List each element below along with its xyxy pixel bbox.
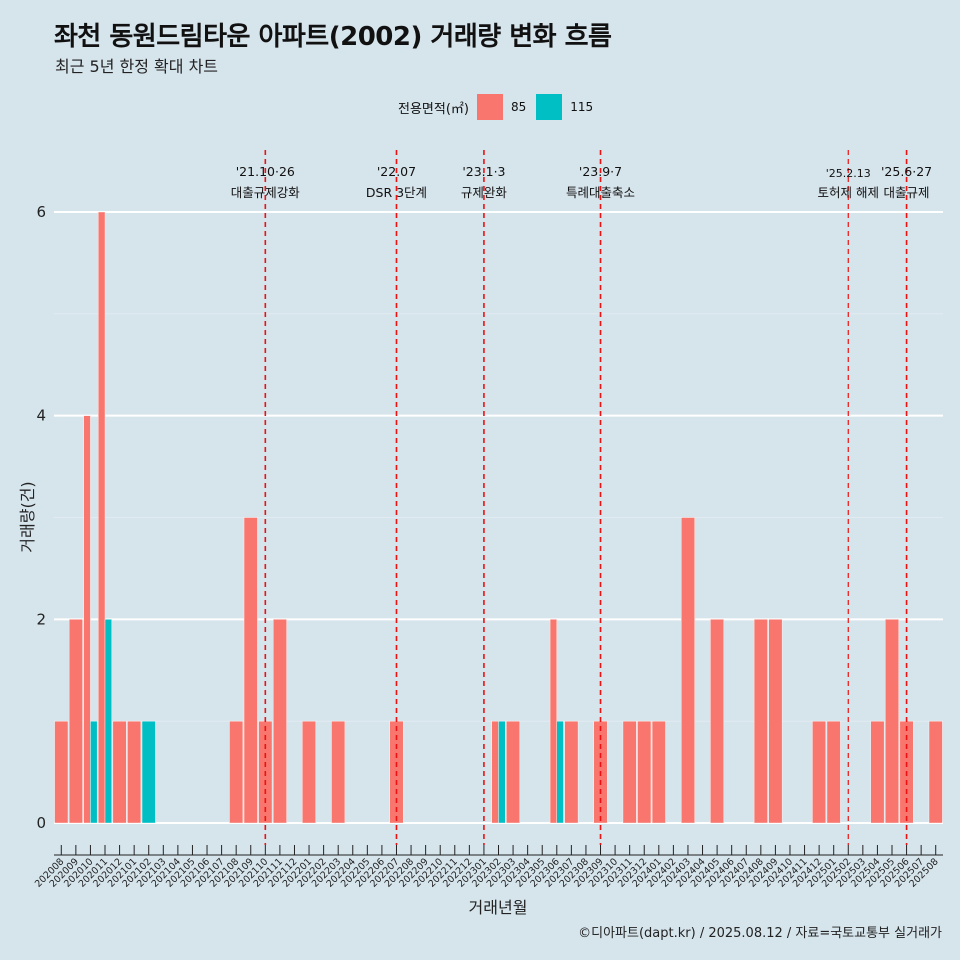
- bar-85-202405: [710, 619, 725, 824]
- y-tick-label-2: 2: [36, 610, 46, 628]
- bar-85-202101: [127, 720, 142, 824]
- chart-subtitle: 최근 5년 한정 확대 차트: [55, 57, 219, 76]
- bar-85-202306: [549, 619, 557, 824]
- bar-85-202508: [928, 720, 943, 824]
- bar-85-202009: [68, 619, 83, 824]
- bar-85-202311: [622, 720, 637, 824]
- event-date-202502: '25.2.13: [826, 167, 871, 180]
- y-tick-label-4: 4: [36, 407, 46, 425]
- legend-label-85: 85: [510, 100, 527, 114]
- bar-85-202312: [637, 720, 652, 824]
- bar-85-202303: [506, 720, 520, 824]
- event-label-202110: 대출규제강화: [231, 185, 301, 200]
- source-caption: ©디아파트(dapt.kr) / 2025.08.12 / 자료=국토교통부 실…: [578, 926, 942, 941]
- bar-85-202111: [272, 619, 287, 824]
- event-date-202309: '23.9·7: [579, 164, 622, 179]
- legend-swatch-85: [476, 94, 503, 120]
- bar-85-202412: [812, 720, 827, 824]
- bar-115-202102: [141, 720, 156, 824]
- bar-85-202008: [54, 720, 69, 824]
- bar-85-202401: [651, 720, 666, 824]
- axes: 2020082020092020102020112020122021012021…: [33, 203, 943, 890]
- event-annotations: '21.10·26 대출규제강화 '22.07 DSR 3단계 '23.1·3 규제완화 '…: [231, 150, 932, 845]
- chart-title: 좌천 동원드림타운 아파트(2002) 거래량 변화 흐름: [54, 22, 612, 52]
- event-date-202506: '25.6·27: [881, 164, 932, 179]
- event-label-202309: 특례대출축소: [566, 185, 635, 200]
- bar-85-202403: [681, 517, 695, 824]
- bar-85-202010: [83, 415, 91, 824]
- event-date-202301: '23.1·3: [462, 164, 505, 179]
- event-label-202207: DSR 3단계: [366, 185, 427, 200]
- bar-85-202011: [98, 211, 106, 824]
- event-date-202207: '22.07: [377, 164, 416, 179]
- bar-85-202109: [243, 517, 258, 824]
- legend-label-115: 115: [570, 100, 594, 114]
- y-tick-label-0: 0: [36, 814, 46, 832]
- bar-85-202408: [753, 619, 768, 824]
- bar-85-202505: [885, 619, 899, 824]
- bar-85-202501: [826, 720, 841, 824]
- event-date-202110: '21.10·26: [236, 164, 295, 179]
- bar-85-202302: [491, 720, 499, 824]
- bar-85-202108: [229, 720, 244, 824]
- legend: 전용면적(㎡) 85 115: [398, 93, 603, 121]
- legend-title: 전용면적(㎡): [398, 101, 469, 117]
- bar-115-202306: [556, 720, 564, 824]
- event-label-202506: 대출규제: [884, 185, 930, 200]
- y-tick-label-6: 6: [36, 203, 46, 221]
- event-label-202301: 규제완화: [461, 185, 508, 200]
- bar-115-202010: [90, 720, 98, 824]
- x-axis-title: 거래년월: [469, 898, 528, 917]
- bar-85-202409: [768, 619, 783, 824]
- bar-85-202012: [112, 720, 127, 824]
- bar-85-202504: [870, 720, 885, 824]
- y-axis-title: 거래량(건): [18, 481, 37, 552]
- event-label-202502: 토허제 해제: [818, 185, 879, 200]
- bar-85-202201: [302, 720, 316, 824]
- bar-115-202011: [104, 619, 112, 824]
- bar-85-202307: [564, 720, 579, 824]
- bar-85-202203: [331, 720, 346, 824]
- bar-115-202302: [498, 720, 506, 824]
- legend-swatch-115: [536, 94, 563, 120]
